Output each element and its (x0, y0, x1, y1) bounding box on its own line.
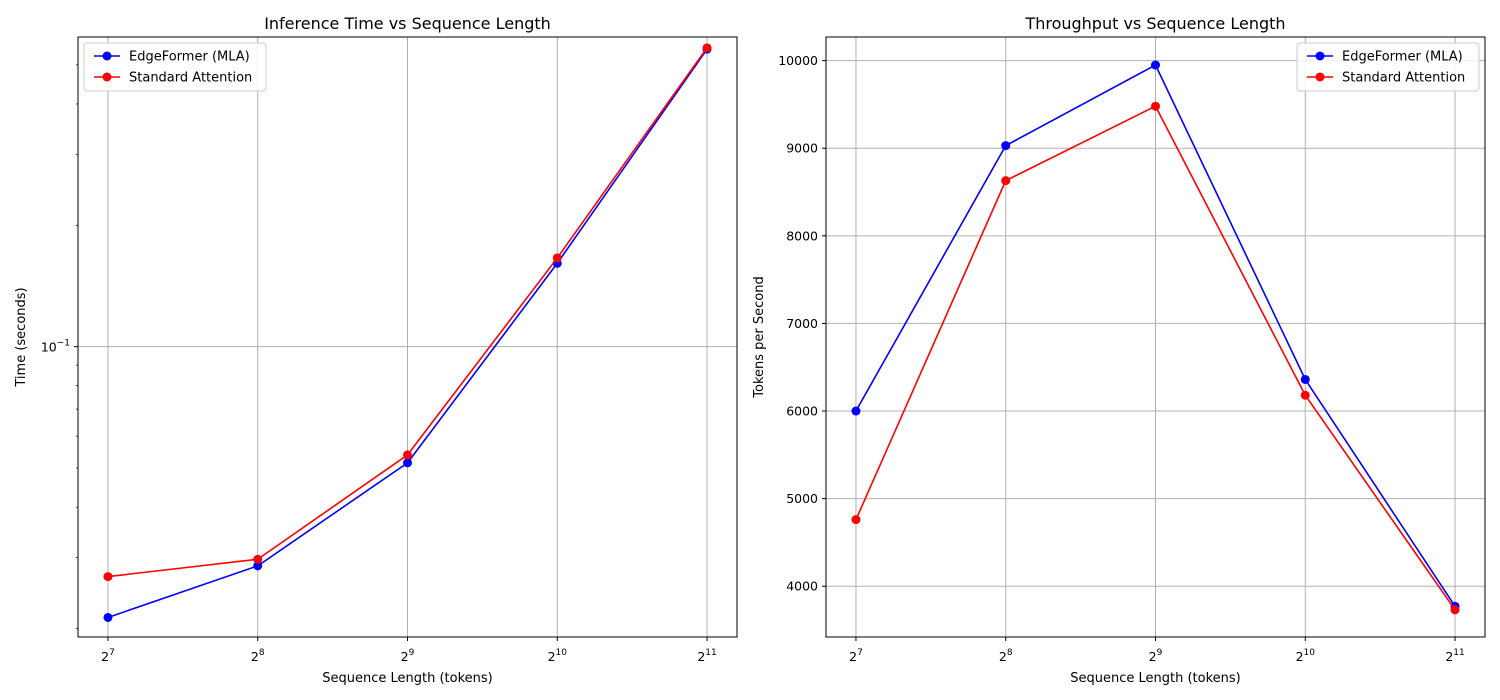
legend-label: Standard Attention (1342, 71, 1465, 86)
legend: EdgeFormer (MLA) Standard Attention (83, 42, 267, 92)
data-point (403, 458, 412, 468)
x-tick-label-exponent: 9 (409, 648, 415, 658)
data-point (1151, 60, 1160, 70)
y-tick-label-base: 10 (41, 340, 57, 355)
x-tick-label-base: 2 (251, 649, 259, 664)
x-tick-label-base: 2 (1149, 649, 1157, 664)
x-tick-label-base: 2 (849, 649, 857, 664)
y-tick-label: 4000 (786, 579, 818, 594)
data-point (1300, 374, 1310, 384)
chart-title: Throughput vs Sequence Length (1024, 14, 1285, 33)
x-tick-label-exponent: 10 (556, 648, 568, 658)
chart-panel-2: 27 28 29 210 2114000500060007000800090001000… (752, 14, 1486, 686)
x-tick-label: 211 (697, 648, 716, 664)
x-tick-label: 28 (999, 648, 1013, 664)
data-point (851, 515, 861, 525)
x-tick-label-base: 2 (999, 649, 1007, 664)
y-tick-label-exponent: −1 (57, 339, 70, 349)
legend-marker (1315, 72, 1325, 82)
x-tick-label-exponent: 10 (1304, 648, 1316, 658)
legend-marker (1315, 51, 1325, 61)
legend-label: EdgeFormer (MLA) (1342, 50, 1463, 65)
x-tick-label: 28 (251, 648, 265, 664)
x-tick-label-exponent: 11 (705, 648, 716, 658)
data-point (253, 554, 263, 564)
data-point (702, 43, 712, 53)
x-tick-label-base: 2 (548, 649, 556, 664)
x-tick-label: 29 (1149, 648, 1163, 664)
data-point (1450, 605, 1460, 615)
series-2 (103, 43, 712, 582)
y-tick-label: 5000 (786, 491, 818, 506)
legend-label: Standard Attention (129, 71, 252, 86)
x-axis-label: Sequence Length (tokens) (1070, 671, 1241, 686)
x-tick-label: 27 (101, 648, 115, 664)
chart-title: Inference Time vs Sequence Length (264, 14, 551, 33)
data-point (103, 572, 113, 582)
y-tick-label: 7000 (786, 316, 818, 331)
x-tick-label: 210 (548, 648, 568, 664)
legend-label: EdgeFormer (MLA) (129, 50, 250, 65)
x-tick-label: 29 (401, 648, 415, 664)
y-tick-label: 10−1 (41, 339, 70, 355)
y-axis-ticks: 10−1 (41, 64, 78, 629)
x-tick-label: 211 (1445, 648, 1464, 664)
x-tick-label-exponent: 8 (1007, 648, 1013, 658)
x-tick-label: 27 (849, 648, 863, 664)
grid-lines (78, 37, 737, 637)
x-axis-ticks: 27 28 29 210 211 (849, 637, 1465, 664)
y-tick-label: 9000 (786, 141, 818, 156)
data-point (1001, 141, 1011, 151)
x-tick-label-exponent: 8 (259, 648, 265, 658)
data-point (1300, 390, 1310, 400)
legend: EdgeFormer (MLA) Standard Attention (1296, 42, 1480, 92)
y-axis-label: Time (seconds) (14, 287, 29, 387)
x-tick-label-base: 2 (101, 649, 109, 664)
legend-box (83, 42, 267, 92)
series-2 (851, 101, 1460, 615)
x-tick-label-base: 2 (697, 649, 705, 664)
legend-box (1296, 42, 1480, 92)
data-point (1001, 176, 1011, 186)
y-tick-label: 6000 (786, 404, 818, 419)
y-axis-ticks: 4000 5000 6000 7000 8000 9000 10000 (778, 53, 826, 594)
x-tick-label-base: 2 (401, 649, 409, 664)
grid-lines (826, 37, 1485, 637)
x-tick-label-exponent: 7 (109, 648, 115, 658)
legend-marker (102, 72, 112, 82)
y-tick-label: 10000 (778, 53, 818, 68)
x-tick-label: 210 (1296, 648, 1316, 664)
y-tick-label: 8000 (786, 228, 818, 243)
data-point (403, 450, 412, 460)
x-tick-label-base: 2 (1296, 649, 1304, 664)
data-point (552, 253, 562, 263)
data-point (1151, 101, 1160, 111)
y-axis-label: Tokens per Second (752, 276, 767, 398)
x-tick-label-exponent: 11 (1453, 648, 1464, 658)
x-tick-label-exponent: 9 (1157, 648, 1163, 658)
data-point (103, 612, 113, 622)
x-tick-label-exponent: 7 (857, 648, 863, 658)
x-tick-label-base: 2 (1445, 649, 1453, 664)
x-axis-label: Sequence Length (tokens) (322, 671, 493, 686)
x-axis-ticks: 27 28 29 210 211 (101, 637, 717, 664)
data-point (851, 406, 861, 416)
data-point (253, 561, 263, 571)
legend-marker (102, 51, 112, 61)
